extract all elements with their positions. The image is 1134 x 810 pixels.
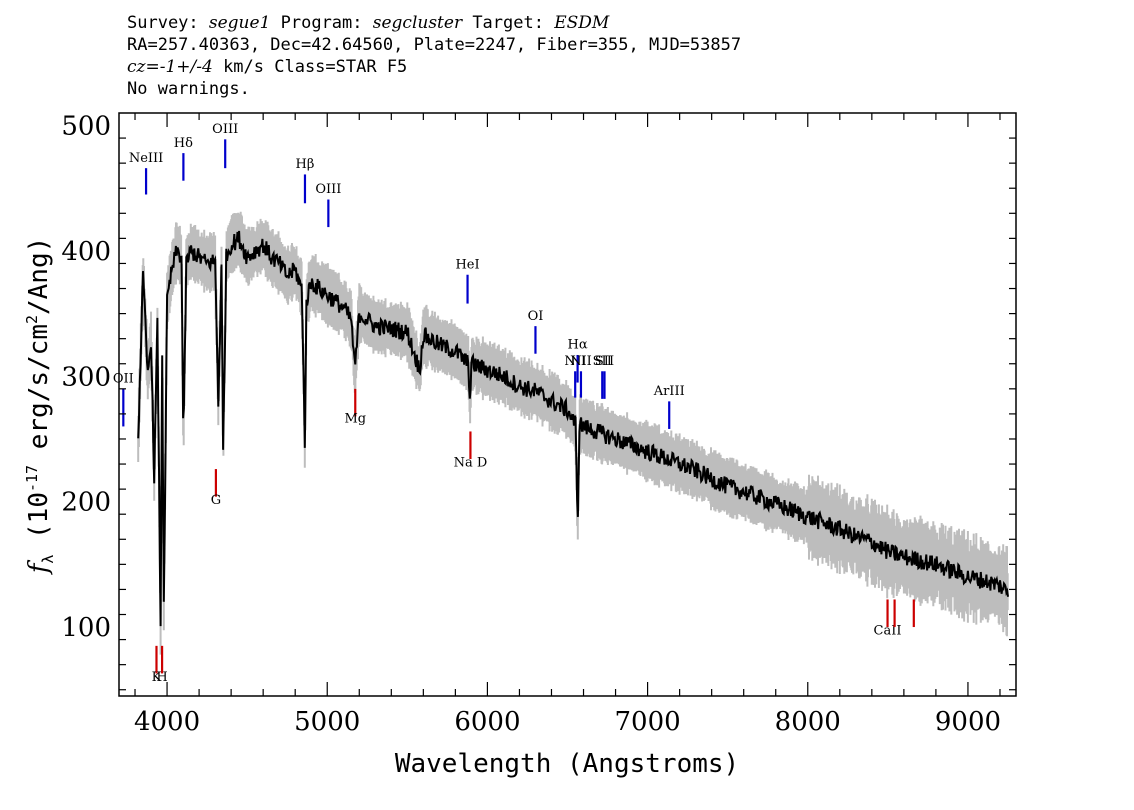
line-marker-label-19: CaII	[874, 624, 902, 639]
survey-label: Survey:	[127, 13, 209, 33]
noise-band-path	[137, 211, 1009, 655]
cz-value: cz=-1+/-4	[127, 57, 213, 77]
x-axis-ticks: 4000 5000 6000 7000 8000 9000	[134, 113, 1001, 737]
header-line-warnings: No warnings.	[127, 79, 250, 99]
spectrum-line	[137, 230, 1009, 627]
y-axis-label: fλ (10-17 erg/s/cm2/Ang)	[23, 237, 57, 576]
line-marker-label-13: ArIII	[653, 384, 685, 399]
class-value: km/s Class=STAR F5	[212, 57, 408, 77]
x-tick-label: 4000	[134, 707, 200, 737]
line-marker-label-17: K	[152, 670, 162, 685]
spectrum-header: Survey: segue1 Program: segcluster Targe…	[127, 12, 741, 100]
y-tick-label: 300	[61, 362, 111, 392]
line-marker-label-2: Hδ	[174, 136, 193, 151]
line-marker-label-10: NII	[570, 354, 592, 369]
line-marker-label-16: Na D	[454, 456, 488, 471]
line-marker-label-11: SII	[593, 354, 612, 369]
survey-value: segue1	[208, 13, 271, 33]
x-axis-label: Wavelength (Angstroms)	[395, 749, 739, 779]
line-marker-label-3: OIII	[212, 122, 238, 137]
line-marker-label-4: Hβ	[296, 157, 315, 172]
x-tick-label: 5000	[294, 707, 360, 737]
x-tick-label: 8000	[775, 707, 841, 737]
line-marker-label-0: OII	[113, 372, 134, 387]
line-marker-label-8: NII	[564, 354, 586, 369]
y-tick-label: 500	[61, 112, 111, 142]
header-line-survey: Survey: segue1 Program: segcluster Targe…	[127, 12, 741, 34]
line-marker-label-7: OI	[528, 309, 544, 324]
header-line-redshift: cz=-1+/-4 km/s Class=STAR F5	[127, 56, 741, 78]
x-tick-label: 6000	[454, 707, 520, 737]
line-marker-label-1: NeIII	[129, 151, 163, 166]
program-value: segcluster	[372, 13, 463, 33]
program-label: Program:	[270, 13, 373, 33]
header-line-coords: RA=257.40363, Dec=42.64560, Plate=2247, …	[127, 35, 742, 55]
y-tick-label: 400	[61, 237, 111, 267]
y-tick-label: 200	[61, 488, 111, 518]
line-marker-label-9: Hα	[568, 338, 588, 353]
noise-band	[137, 211, 1009, 655]
line-marker-label-5: OIII	[315, 182, 341, 197]
line-marker-label-15: Mg	[344, 412, 366, 427]
target-label: Target:	[462, 13, 555, 33]
line-marker-label-6: HeI	[455, 257, 479, 272]
line-marker-label-12: SII	[595, 354, 614, 369]
target-value: ESDM	[554, 13, 610, 33]
y-tick-label: 100	[61, 613, 111, 643]
x-tick-label: 7000	[615, 707, 681, 737]
x-tick-label: 9000	[935, 707, 1001, 737]
line-marker-label-14: G	[211, 493, 221, 508]
spectrum-series	[137, 230, 1009, 627]
plot-frame	[118, 112, 1017, 697]
line-marker-label-18: H	[156, 670, 167, 685]
y-axis-ticks: 100 200 300 400 500	[61, 112, 1016, 691]
y-axis-label-text: fλ (10-17 erg/s/cm2/Ang)	[23, 237, 57, 576]
